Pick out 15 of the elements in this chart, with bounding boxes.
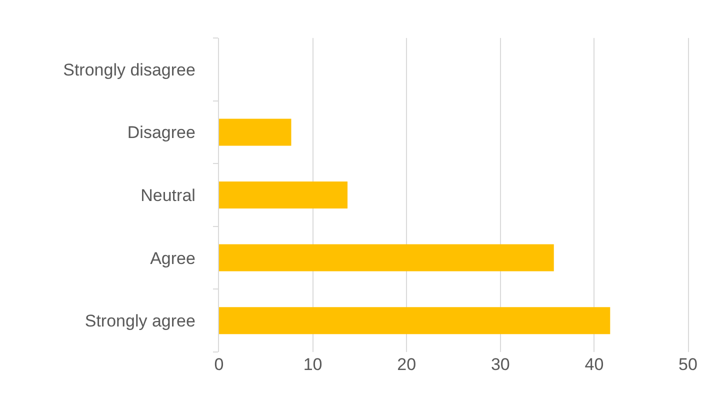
bar [219,182,348,208]
bar [219,244,554,272]
y-tick-label: Strongly disagree [63,60,196,80]
bar [219,307,610,334]
x-tick-label: 50 [678,355,698,374]
x-tick-label: 0 [214,355,224,374]
y-tick-label: Agree [150,248,196,268]
bar [219,118,292,146]
x-tick-label: 20 [397,355,416,374]
y-tick-label: Neutral [140,186,196,205]
x-tick-label: 30 [490,355,510,374]
y-tick-label: Disagree [127,123,196,142]
x-tick-label: 10 [303,355,322,374]
x-tick-label: 40 [584,355,604,374]
y-tick-label: Strongly agree [84,312,196,331]
